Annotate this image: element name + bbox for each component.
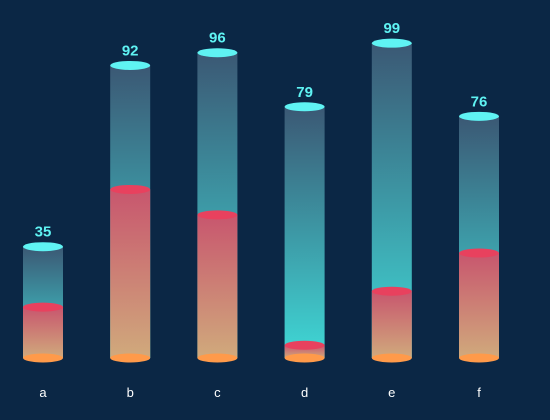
bar-inner-cap-f [459, 248, 499, 258]
bar-top-cap-e [371, 38, 412, 48]
bar-inner-c [197, 214, 238, 358]
bar-base-cap-b [110, 353, 151, 363]
value-label-a: 35 [35, 224, 52, 241]
category-label-e: e [388, 385, 395, 400]
bar-inner-e [371, 291, 412, 358]
value-label-e: 99 [383, 20, 400, 37]
bar-base-cap-f [459, 353, 499, 363]
labels-group: 35 a 92 b 96 c 79 d 99 e 76 f [35, 20, 488, 400]
bar-base-cap-d [284, 353, 325, 363]
bars-group [23, 38, 499, 363]
bar-inner-cap-e [371, 286, 412, 296]
bar-base-cap-c [197, 353, 238, 363]
category-label-c: c [214, 385, 221, 400]
bar-inner-cap-c [197, 210, 238, 220]
bar-inner-a [23, 307, 63, 358]
bar-base-cap-a [23, 353, 63, 363]
category-label-f: f [477, 385, 481, 400]
bar-total-d [284, 106, 325, 358]
bar-inner-cap-a [23, 302, 63, 312]
value-label-f: 76 [471, 93, 488, 110]
bar-inner-cap-d [284, 340, 325, 350]
category-label-b: b [127, 385, 134, 400]
bar-inner-b [110, 189, 151, 358]
bar-top-cap-c [197, 48, 238, 58]
value-label-d: 79 [296, 84, 313, 101]
bar-top-cap-d [284, 102, 325, 112]
value-label-c: 96 [209, 30, 226, 47]
bar-top-cap-f [459, 111, 499, 121]
value-label-b: 92 [122, 42, 139, 59]
bar-top-cap-a [23, 242, 63, 252]
bar-base-cap-e [371, 353, 412, 363]
bar-inner-cap-b [110, 184, 151, 194]
category-label-d: d [301, 385, 308, 400]
bar-inner-f [459, 253, 499, 358]
bar-top-cap-b [110, 60, 151, 70]
category-label-a: a [39, 385, 47, 400]
